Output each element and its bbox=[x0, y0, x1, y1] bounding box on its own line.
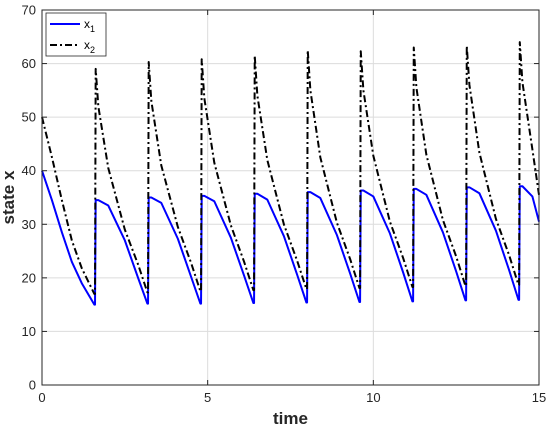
y-tick-label: 0 bbox=[29, 378, 36, 393]
plot-frame bbox=[41, 9, 540, 386]
legend-label-x1: x1 bbox=[84, 17, 95, 34]
series-layer bbox=[41, 41, 540, 306]
legend-label-main: x bbox=[84, 17, 90, 31]
plot-area bbox=[42, 10, 539, 385]
y-tick-label: 20 bbox=[22, 270, 36, 285]
series-line-x1 bbox=[41, 170, 540, 306]
y-tick-label: 60 bbox=[22, 56, 36, 71]
legend-label-subscript: 1 bbox=[90, 24, 95, 34]
y-tick-label: 40 bbox=[22, 163, 36, 178]
y-tick-label: 70 bbox=[22, 3, 36, 18]
legend-label-subscript: 2 bbox=[90, 45, 95, 55]
x-tick-label: 0 bbox=[38, 390, 45, 405]
y-tick-label: 10 bbox=[22, 324, 36, 339]
x-tick-label: 15 bbox=[532, 390, 546, 405]
legend-label-main: x bbox=[84, 38, 90, 52]
y-axis-label: state x bbox=[0, 170, 18, 224]
legend-box bbox=[45, 12, 107, 57]
ticks: 0 5 10 15 0 10 20 30 40 50 60 70 bbox=[22, 3, 547, 406]
x-tick-label: 10 bbox=[366, 390, 380, 405]
legend-label-x2: x2 bbox=[84, 38, 95, 55]
y-tick-label: 50 bbox=[22, 110, 36, 125]
x-axis-label: time bbox=[273, 409, 308, 428]
y-tick-label: 30 bbox=[22, 217, 36, 232]
x-tick-label: 5 bbox=[204, 390, 211, 405]
series-line-x2 bbox=[41, 41, 540, 295]
